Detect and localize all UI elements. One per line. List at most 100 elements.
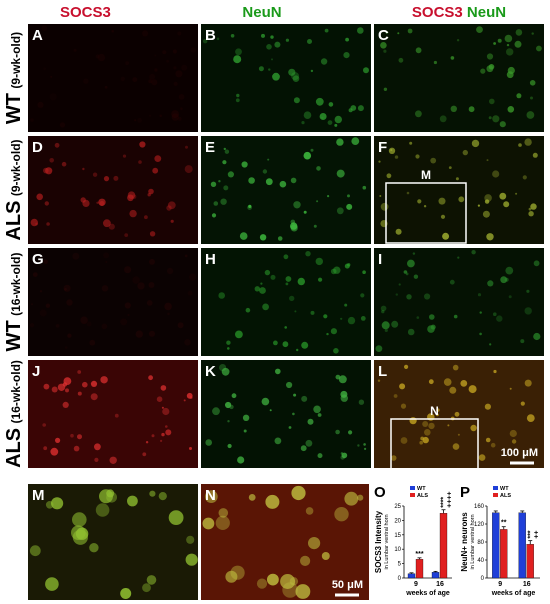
cell	[506, 43, 510, 47]
panel-letter: J	[32, 363, 40, 380]
cell	[61, 161, 67, 167]
panel-letter: D	[32, 139, 43, 156]
cell	[100, 376, 108, 384]
panel-letter: E	[205, 139, 215, 156]
cell	[148, 188, 154, 195]
cell	[524, 307, 532, 315]
cell	[334, 123, 338, 127]
cell	[149, 258, 155, 265]
cell	[443, 378, 452, 386]
cell	[348, 108, 353, 113]
cell	[457, 433, 460, 436]
cell	[531, 32, 534, 35]
cell	[161, 432, 165, 437]
cell	[454, 411, 460, 417]
cell	[148, 330, 156, 337]
micrograph	[201, 484, 369, 600]
cell	[63, 284, 71, 292]
y-tick-label: 0	[398, 576, 402, 582]
cell	[316, 200, 319, 203]
cell	[203, 39, 208, 44]
cell	[77, 370, 82, 374]
cell	[178, 94, 185, 100]
cell	[259, 287, 266, 294]
cell	[67, 333, 72, 338]
bar	[518, 512, 526, 579]
cell	[202, 517, 215, 530]
cell	[54, 142, 60, 148]
cell	[168, 510, 184, 525]
cell	[313, 405, 321, 414]
micrograph-bg	[28, 24, 198, 132]
cell	[45, 577, 59, 591]
scale-label: 50 μM	[332, 579, 363, 591]
cell	[499, 192, 507, 200]
cell	[509, 387, 512, 390]
cell	[177, 116, 182, 121]
cell	[101, 323, 108, 330]
cell	[412, 252, 416, 255]
cell	[222, 160, 227, 165]
cell	[148, 375, 154, 381]
cell	[171, 110, 180, 119]
cell	[89, 339, 96, 346]
cell	[97, 53, 106, 62]
cell	[124, 302, 131, 309]
cell	[227, 443, 232, 449]
cell	[227, 171, 234, 178]
cell	[301, 341, 309, 349]
cell	[515, 29, 523, 36]
cell	[180, 107, 183, 111]
cell	[113, 175, 119, 181]
cell	[453, 314, 458, 319]
cell	[266, 44, 272, 50]
cell	[63, 377, 72, 385]
panel-letter: A	[32, 27, 43, 44]
cell	[334, 115, 342, 124]
cell	[357, 444, 360, 447]
cell	[184, 339, 191, 346]
cell	[225, 401, 232, 409]
cell	[492, 115, 500, 123]
cell	[104, 85, 108, 89]
cell	[455, 177, 459, 181]
cell	[364, 447, 367, 450]
row-label: WT (16-wk-old)	[3, 253, 25, 352]
cell	[131, 194, 137, 199]
cell	[327, 195, 330, 198]
cell	[162, 50, 167, 55]
cell	[273, 340, 278, 346]
cell	[235, 48, 242, 56]
cell	[96, 201, 99, 204]
cell	[393, 394, 398, 398]
panel-letter: G	[32, 251, 44, 268]
y-tick-label: 40	[477, 558, 484, 564]
cell	[92, 172, 98, 177]
bar	[415, 559, 424, 579]
cell	[37, 101, 44, 108]
cell	[149, 231, 156, 237]
panel-letter: B	[205, 27, 216, 44]
cell	[185, 145, 188, 149]
cell	[288, 68, 296, 76]
cell	[530, 203, 537, 210]
cell	[340, 317, 343, 320]
cell	[391, 320, 399, 328]
cell	[72, 512, 87, 527]
cell	[398, 57, 404, 63]
cell	[29, 545, 41, 557]
cell	[334, 507, 349, 522]
cell	[70, 433, 74, 438]
cell	[399, 383, 406, 390]
cell	[357, 27, 364, 34]
cell	[346, 203, 353, 210]
cell	[532, 152, 538, 158]
cell	[417, 199, 422, 204]
cell	[530, 96, 533, 100]
cell	[514, 40, 522, 48]
row-age: (9-wk-old)	[9, 139, 23, 196]
cell	[135, 330, 143, 338]
cell	[452, 443, 460, 450]
cell	[139, 141, 146, 148]
cell	[529, 80, 536, 86]
